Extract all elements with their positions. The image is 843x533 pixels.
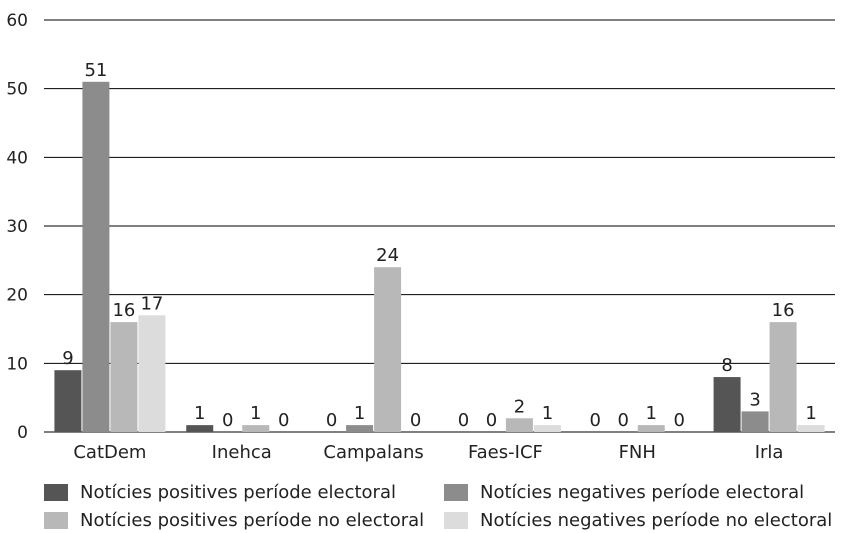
data-label: 1 [646,403,657,424]
data-label: 1 [194,403,205,424]
data-label: 0 [326,410,337,431]
data-label: 1 [250,403,261,424]
data-label: 2 [514,396,525,417]
legend-swatch [44,511,68,529]
y-tick-label: 0 [17,423,28,443]
data-label: 1 [542,403,553,424]
bar [769,322,797,432]
legend-label: Notícies positives període no electoral [80,509,425,531]
bar [242,425,270,432]
legend-label: Notícies negatives període no electoral [480,509,833,531]
bar [533,425,561,432]
data-label: 0 [674,410,685,431]
legend-swatch [44,483,68,501]
data-label: 0 [618,410,629,431]
data-label: 0 [410,410,421,431]
legend-label: Notícies positives període electoral [80,481,396,503]
x-tick-label: Faes-ICF [468,442,543,463]
bar [138,315,166,432]
legend-item-positive-non-electoral: Notícies positives període no electoral [44,508,424,532]
y-axis-tick-labels: 0 10 20 30 40 50 60 [6,11,28,443]
bar [82,81,110,433]
bar [741,411,769,432]
x-tick-label: Irla [755,442,784,463]
legend-item-positive-electoral: Notícies positives període electoral [44,480,396,504]
y-tick-label: 50 [6,80,28,100]
legend-item-negative-non-electoral: Notícies negatives període no electoral [444,508,832,532]
data-label: 16 [112,300,135,321]
data-label: 0 [486,410,497,431]
y-tick-label: 60 [6,11,28,31]
bar [713,377,741,432]
bar [505,418,533,432]
data-label: 51 [84,60,107,81]
bars [54,81,825,433]
data-label: 24 [376,245,399,266]
x-tick-label: FNH [619,442,656,463]
legend-label: Notícies negatives període electoral [480,481,805,503]
bar [374,267,402,432]
data-label: 17 [140,293,163,314]
data-label: 9 [62,348,73,369]
data-label: 0 [590,410,601,431]
data-label: 3 [749,389,760,410]
x-tick-label: Campalans [323,442,423,463]
legend-item-negative-electoral: Notícies negatives període electoral [444,480,804,504]
y-tick-label: 20 [6,286,28,306]
bar [186,425,214,432]
data-label: 0 [458,410,469,431]
data-label: 1 [354,403,365,424]
bar [110,322,138,432]
data-label: 0 [222,410,233,431]
legend-swatch [444,511,468,529]
y-tick-label: 10 [6,354,28,374]
x-axis-tick-labels: CatDem Inehca Campalans Faes-ICF FNH Irla [73,442,783,463]
gridlines [44,19,835,433]
legend-swatch [444,483,468,501]
y-tick-label: 40 [6,148,28,168]
data-label: 0 [278,410,289,431]
x-tick-label: Inehca [212,442,272,463]
data-label: 16 [772,300,795,321]
x-tick-label: CatDem [73,442,146,463]
data-label: 8 [721,355,732,376]
y-tick-label: 30 [6,217,28,237]
bar [797,425,825,432]
bar [346,425,374,432]
bar [637,425,665,432]
data-label: 1 [805,403,816,424]
bar [54,370,82,432]
legend: Notícies positives període electoral Not… [44,480,843,533]
